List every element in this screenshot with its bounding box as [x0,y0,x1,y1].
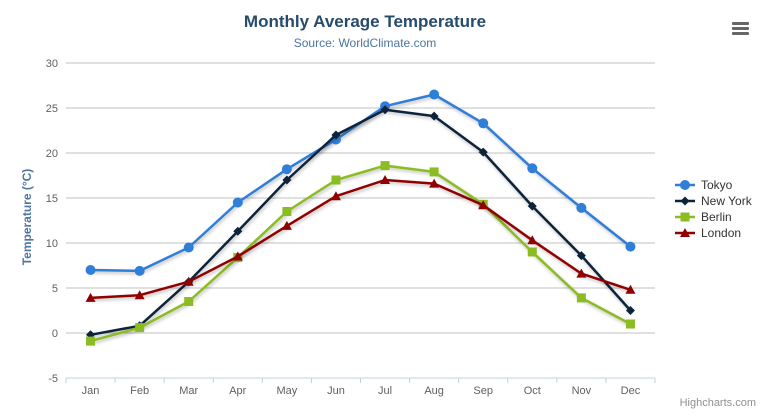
marker-tokyo-apr[interactable] [232,197,243,208]
marker-london-nov[interactable] [576,268,587,278]
xaxis-tick-label: May [276,385,297,397]
yaxis-tick-label: 20 [46,148,58,160]
marker-new-york-oct[interactable] [527,201,537,211]
credits-link[interactable]: Highcharts.com [679,397,756,409]
legend-item-label: Berlin [701,210,732,224]
marker-london-mar[interactable] [183,276,194,286]
legend-item-label: New York [701,194,752,208]
hamburger-icon [732,31,749,35]
marker-tokyo-feb[interactable] [134,265,145,276]
marker-london-oct[interactable] [527,235,538,245]
series-line-london [90,178,631,300]
marker-berlin-may[interactable] [282,207,292,216]
yaxis-tick-label: 10 [46,238,58,250]
series-new-york [86,105,635,340]
yaxis-tick-label: 5 [52,283,58,295]
chart-subtitle: Source: WorldClimate.com [293,36,437,50]
marker-tokyo-may[interactable] [281,164,292,175]
yaxis-tick-label: 15 [46,193,58,205]
series-line-tokyo [90,93,632,273]
chart-title: Monthly Average Temperature [243,12,487,31]
new-york-legend-marker-icon [675,196,695,206]
xaxis-tick-label: Feb [130,385,149,397]
series-tokyo [85,89,636,276]
tokyo-legend-marker-icon [675,180,695,190]
marker-london-sep[interactable] [478,200,489,210]
marker-berlin-aug[interactable] [429,167,439,177]
marker-tokyo-mar[interactable] [183,242,194,253]
marker-new-york-jun[interactable] [331,130,341,140]
marker-new-york-sep[interactable] [478,147,488,157]
series-line-new-york [90,108,632,337]
xaxis-tick-label: Jan [82,385,100,397]
marker-london-may[interactable] [281,220,292,230]
legend-item-berlin[interactable]: Berlin [674,209,752,225]
legend-marker-shape [680,180,690,190]
legend-item-label: London [701,226,742,240]
yaxis-title: Temperature (°C) [20,168,34,266]
marker-tokyo-jan[interactable] [85,265,96,275]
xaxis-tick-label: Dec [621,385,641,397]
xaxis-tick-label: Nov [572,385,592,397]
marker-tokyo-oct[interactable] [527,163,538,174]
legend-item-label: Tokyo [701,178,733,192]
xaxis-tick-label: Oct [524,385,541,397]
context-menu-button[interactable] [729,16,755,40]
xaxis-tick-label: Mar [179,385,198,397]
marker-london-aug[interactable] [429,178,440,188]
yaxis-tick-label: 30 [46,58,58,70]
london-legend-marker-icon [675,228,695,237]
marker-tokyo-sep[interactable] [478,118,489,129]
berlin-legend-marker-icon [675,212,695,222]
marker-london-apr[interactable] [232,251,243,261]
legend-marker-shape [680,228,690,237]
marker-london-feb[interactable] [134,290,145,300]
xaxis-tick-label: Jul [378,385,392,397]
hamburger-icon [732,21,749,25]
marker-berlin-jul[interactable] [380,161,390,171]
hamburger-icon [732,26,749,30]
xaxis-tick-label: Apr [229,385,246,397]
xaxis-tick-label: Jun [327,385,345,397]
xaxis-tick-label: Sep [473,385,493,397]
marker-berlin-dec[interactable] [625,319,635,329]
legend-marker-shape [680,196,690,206]
marker-london-dec[interactable] [625,284,636,294]
marker-london-jan[interactable] [85,292,96,302]
yaxis-tick-label: 25 [46,103,58,115]
marker-berlin-mar[interactable] [184,297,194,306]
legend-item-new-york[interactable]: New York [674,193,752,209]
marker-new-york-dec[interactable] [625,306,635,315]
yaxis-tick-label: 0 [52,328,58,340]
marker-new-york-aug[interactable] [429,111,439,121]
marker-berlin-jan[interactable] [86,336,96,346]
series-line-berlin [90,164,632,343]
marker-new-york-may[interactable] [282,175,292,185]
marker-london-jul[interactable] [380,175,391,184]
marker-tokyo-aug[interactable] [429,89,440,100]
marker-tokyo-dec[interactable] [625,241,636,252]
series-london [85,175,636,302]
marker-berlin-oct[interactable] [527,247,537,257]
marker-new-york-nov[interactable] [576,251,586,261]
marker-berlin-feb[interactable] [135,323,145,333]
marker-new-york-apr[interactable] [233,226,243,236]
marker-tokyo-nov[interactable] [576,202,587,213]
legend-item-tokyo[interactable]: Tokyo [674,177,752,193]
legend: Tokyo New York Berlin London [674,177,752,241]
xaxis-tick-label: Aug [424,385,444,397]
legend-item-london[interactable]: London [674,225,752,241]
legend-marker-shape [680,212,690,222]
marker-berlin-jun[interactable] [331,175,341,185]
marker-berlin-nov[interactable] [576,293,586,303]
marker-new-york-jul[interactable] [380,105,390,115]
yaxis-tick-label: -5 [48,373,58,385]
marker-london-jun[interactable] [330,191,341,201]
